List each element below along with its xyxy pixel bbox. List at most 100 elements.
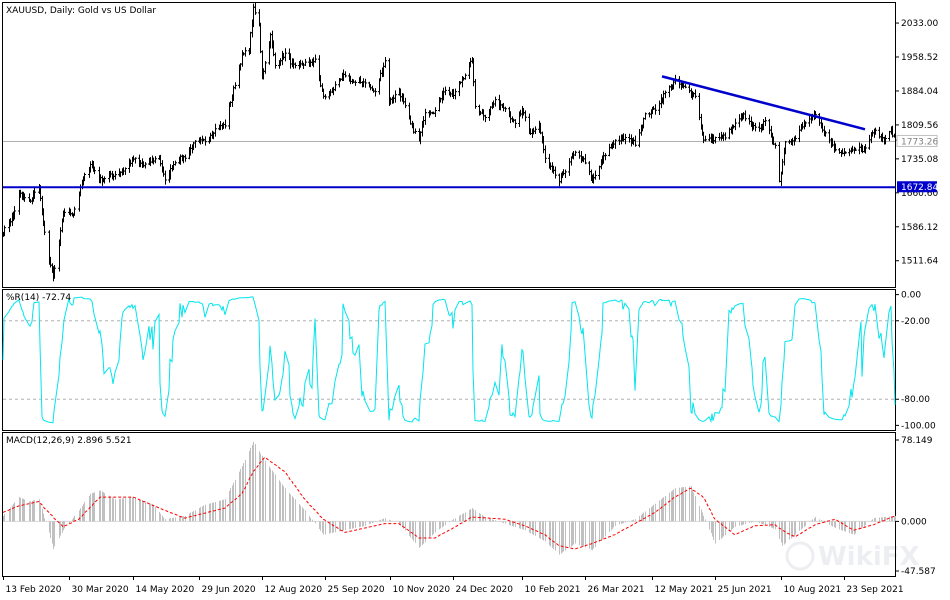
price-bar	[284, 48, 287, 62]
price-bar	[558, 173, 561, 187]
price-y-tick: 2033.00	[901, 19, 938, 29]
price-bar	[568, 158, 571, 176]
price-bar	[634, 135, 637, 147]
support-price-label: 1672.84	[897, 181, 938, 193]
price-bar	[494, 96, 497, 107]
price-y-tick: 1660.60	[901, 189, 938, 199]
wpr-series	[2, 296, 896, 424]
watermark: WikiFX	[785, 541, 920, 572]
price-bar	[758, 122, 761, 132]
price-bar	[544, 145, 547, 163]
price-bar	[334, 81, 337, 92]
price-bar	[864, 144, 867, 154]
price-chart-title: XAUUSD, Daily: Gold vs US Dollar	[6, 6, 156, 16]
price-bar	[384, 56, 387, 68]
price-bar	[808, 115, 811, 127]
price-bar	[73, 206, 76, 216]
macd-y-tick: -47.587	[901, 567, 936, 577]
price-bar	[294, 62, 297, 69]
price-bar	[594, 170, 597, 180]
macd-series	[2, 441, 896, 555]
price-bar	[578, 150, 581, 159]
price-bar	[614, 139, 617, 149]
price-bar	[264, 61, 267, 74]
price-bar	[534, 126, 537, 134]
price-bar	[59, 227, 62, 247]
price-bar	[314, 54, 317, 63]
price-bar	[63, 208, 66, 217]
price-bar	[618, 135, 621, 145]
price-bar	[888, 130, 891, 141]
price-series	[2, 2, 897, 282]
price-bar	[194, 140, 197, 148]
y-axis-labels: 2033.00 1958.52 1884.04 1809.56 1735.08 1660.…	[895, 19, 938, 577]
price-bar	[184, 154, 187, 162]
macd-title: MACD(12,26,9) 2.896 5.521	[6, 436, 132, 446]
price-bar	[684, 84, 687, 89]
price-bar	[554, 166, 557, 179]
price-bar	[564, 169, 567, 179]
wpr-y-tick: -100.00	[901, 421, 936, 431]
price-bar	[33, 187, 36, 199]
price-bar	[364, 78, 367, 88]
price-bar	[694, 89, 697, 99]
x-tick-label: 12 Aug 2020	[265, 585, 323, 595]
price-bar	[874, 127, 877, 135]
price-bar	[838, 148, 841, 154]
x-axis-labels: 13 Feb 2020 30 Mar 2020 14 May 2020 29 Jun …	[3, 576, 904, 595]
price-bar	[868, 134, 871, 150]
price-bar	[748, 114, 751, 125]
price-bar	[424, 108, 427, 125]
price-bar	[598, 165, 601, 180]
price-bar	[354, 80, 357, 86]
x-tick-label: 25 Sep 2020	[328, 585, 385, 595]
x-tick-label: 10 Feb 2021	[525, 585, 581, 595]
x-tick-label: 13 Feb 2020	[6, 585, 62, 595]
price-bar	[344, 71, 347, 78]
price-bar	[724, 132, 727, 141]
price-y-tick: 1586.12	[901, 223, 938, 233]
price-bar	[754, 122, 757, 132]
price-bar	[778, 142, 781, 183]
wpr-y-tick: -20.00	[901, 317, 930, 327]
price-bar	[304, 58, 307, 67]
price-bar	[23, 193, 26, 202]
price-bar	[324, 94, 327, 100]
price-bar	[454, 88, 457, 100]
price-bar	[404, 97, 407, 109]
wpr-y-tick: 0.00	[901, 291, 921, 301]
macd-signal-line	[2, 456, 896, 550]
price-bar	[764, 117, 767, 126]
price-bar	[704, 135, 707, 142]
price-bar	[784, 140, 787, 155]
price-bar	[588, 161, 591, 176]
price-bar	[444, 86, 447, 96]
wpr-title: %R(14) -72.74	[6, 293, 71, 303]
price-bar	[254, 2, 257, 15]
price-bar	[744, 110, 747, 122]
price-bar	[114, 170, 117, 180]
price-y-tick: 1735.08	[901, 155, 938, 165]
price-y-tick: 1511.64	[901, 257, 938, 267]
price-bar	[434, 107, 437, 117]
trend-line[interactable]	[661, 75, 866, 131]
x-tick-label: 14 May 2020	[136, 585, 195, 595]
price-bar	[379, 69, 382, 82]
price-bar	[768, 118, 771, 135]
price-bar	[738, 114, 741, 128]
price-bar	[13, 206, 16, 220]
price-bar	[818, 113, 821, 126]
price-bar	[714, 136, 717, 144]
price-bar	[624, 133, 627, 145]
price-bar	[658, 100, 661, 116]
x-tick-label: 26 Mar 2021	[588, 585, 645, 595]
price-bar	[798, 125, 801, 143]
price-bar	[834, 143, 837, 152]
svg-text:1773.26: 1773.26	[901, 137, 938, 147]
price-bar	[574, 150, 577, 156]
wpr-y-tick: -80.00	[901, 395, 930, 405]
price-bar	[93, 166, 96, 175]
price-y-tick: 1809.56	[901, 121, 938, 131]
price-bar	[204, 136, 207, 146]
current-price-label: 1773.26	[896, 134, 938, 147]
